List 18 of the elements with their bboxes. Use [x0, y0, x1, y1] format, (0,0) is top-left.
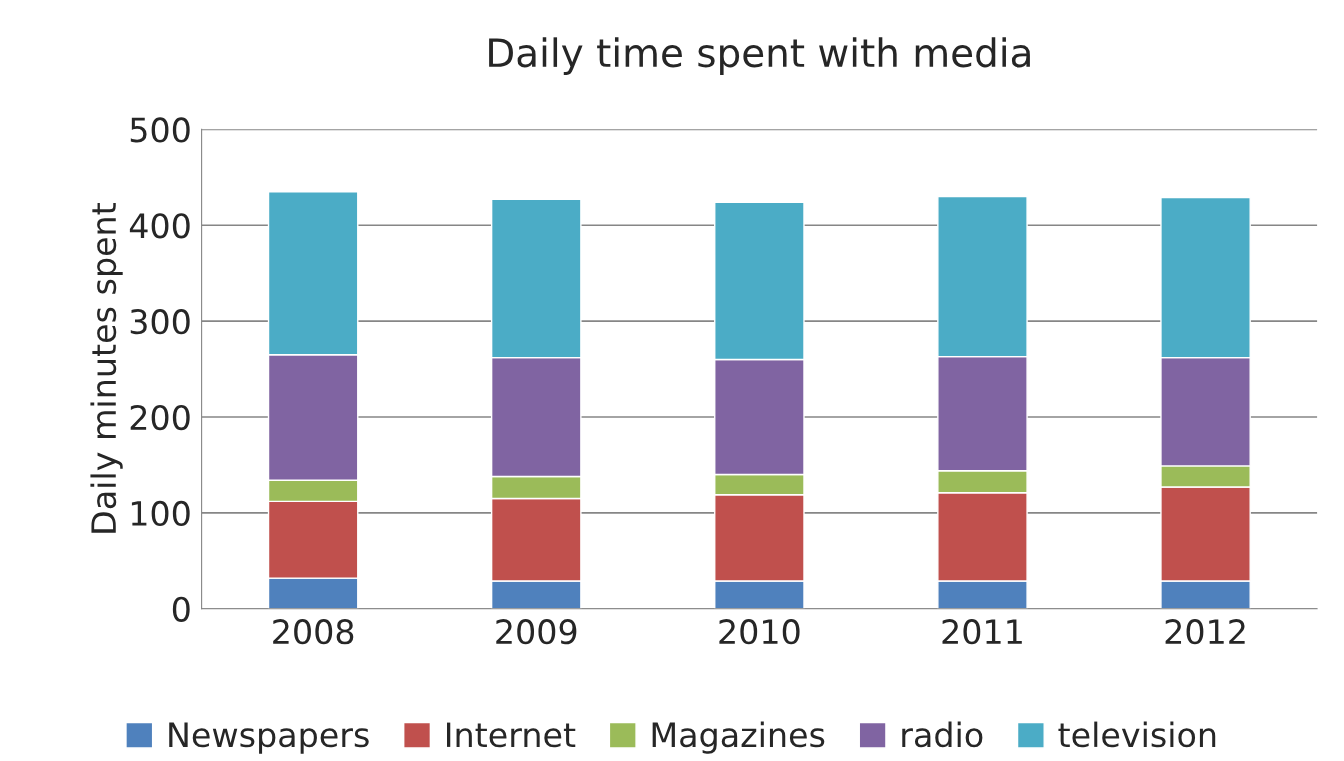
y-tick-label: 100 [131, 500, 190, 527]
x-tick-label: 2011 [942, 619, 1022, 645]
chart-title: Daily time spent with media [489, 37, 1030, 75]
y-tick-label: 200 [130, 404, 190, 431]
y-tick-label: 300 [130, 309, 190, 335]
x-tick-label: 2012 [1165, 619, 1245, 645]
y-axis-title: Daily minutes spent [90, 203, 123, 533]
y-tick-label: 0 [172, 596, 190, 622]
x-tick-label: 2010 [719, 619, 800, 645]
y-tick-label: 400 [129, 213, 190, 239]
x-tick-label: 2009 [496, 619, 577, 645]
y-tick-label: 500 [130, 117, 190, 143]
legend-label: Magazines [652, 721, 825, 754]
legend-label: television [1058, 721, 1216, 748]
x-tick-label: 2008 [273, 619, 354, 645]
legend-label: Newspapers [169, 722, 369, 754]
legend-label: Internet [446, 722, 576, 748]
legend-label: radio [902, 721, 983, 748]
